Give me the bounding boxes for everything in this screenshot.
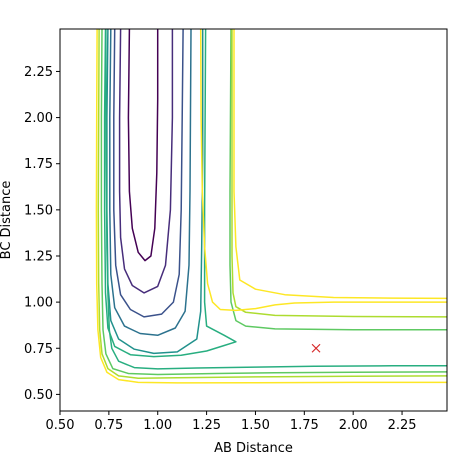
y-tick-label-3: 1.25 [24,249,53,264]
x-tick-label-4: 1.50 [241,418,270,433]
contour-line-8 [100,28,448,376]
x-tick-label-7: 2.25 [388,418,417,433]
x-tick-label-5: 1.75 [290,418,319,433]
contour-line-9 [231,29,448,318]
marker-x-stroke-2 [311,343,321,353]
y-tick-label-1: 0.75 [24,342,53,357]
x-tick-label-0: 0.50 [46,418,75,433]
contour-line-5 [103,28,237,358]
contour-line-2 [113,28,184,318]
y-tick-label-6: 2.00 [24,111,53,126]
y-axis-label: BC Distance [0,181,14,260]
y-tick-label-0: 0.50 [24,388,53,403]
x-tick-label-1: 0.75 [94,418,123,433]
plot-frame [59,28,448,412]
contour-line-11 [233,29,448,300]
x-axis-label: AB Distance [214,441,293,456]
marker-x [311,343,321,353]
y-tick-label-4: 1.50 [24,203,53,218]
y-tick-label-7: 2.25 [24,65,53,80]
contour-line-4 [106,28,204,355]
contour-line-7 [229,28,447,331]
x-tick-label-2: 1.00 [143,418,172,433]
contour-line-13 [199,28,447,312]
y-tick-label-2: 1.00 [24,296,53,311]
x-axis-ticks: 0.50 0.75 1.00 1.25 1.50 1.75 2.00 2.25 [46,411,417,433]
contour-line-10 [97,28,448,379]
x-tick-label-3: 1.25 [192,418,221,433]
x-tick-label-6: 2.00 [339,418,368,433]
contour-line-0 [127,28,159,262]
contour-line-3 [109,28,192,337]
contour-line-1 [118,28,174,294]
contour-lines [95,28,448,384]
y-tick-label-5: 1.75 [24,157,53,172]
contour-line-12 [95,28,447,384]
y-axis-ticks: 0.50 0.75 1.00 1.25 1.50 1.75 2.00 2.25 [24,65,60,403]
contour-line-6 [105,29,447,370]
